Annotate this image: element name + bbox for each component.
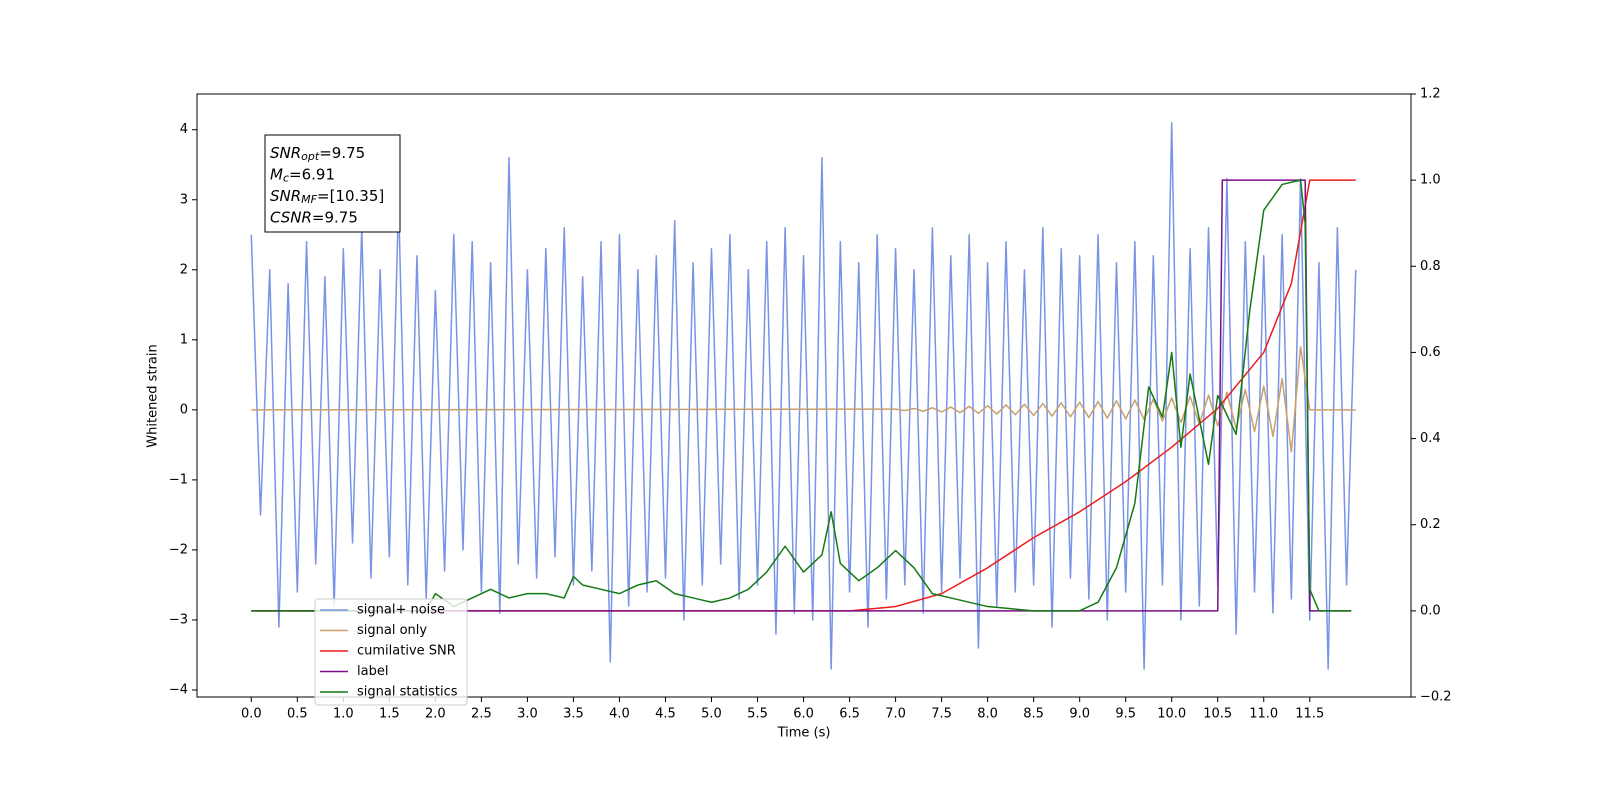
y2-tick-label: −0.2 (1420, 690, 1452, 705)
x-tick-label: 1.5 (379, 707, 400, 722)
x-tick-label: 2.0 (425, 707, 446, 722)
y2-tick-label: 0.4 (1420, 431, 1441, 446)
x-tick-label: 7.0 (885, 707, 906, 722)
series-line (251, 179, 1356, 612)
x-tick-label: 2.5 (471, 707, 492, 722)
annotation-text: =6.91 (289, 165, 335, 183)
x-tick-label: 7.5 (931, 707, 952, 722)
x-tick-label: 9.0 (1069, 707, 1090, 722)
x-tick-label: 10.5 (1203, 707, 1232, 722)
annotation-subscript: opt (301, 150, 320, 163)
y2-tick-label: 1.0 (1420, 173, 1441, 188)
legend-label: label (357, 664, 388, 679)
x-tick-label: 11.5 (1295, 707, 1324, 722)
y-tick-label: −4 (169, 682, 188, 697)
annotation-symbol: M (270, 165, 283, 183)
y-tick-label: 2 (180, 262, 188, 277)
y2-tick-label: 1.2 (1420, 87, 1441, 102)
y-tick-label: −3 (169, 612, 188, 627)
annotation-text: =9.75 (312, 208, 358, 226)
annotation-symbol: SNR (270, 144, 301, 162)
x-tick-label: 5.5 (747, 707, 768, 722)
legend-label: signal statistics (357, 685, 458, 700)
x-tick-label: 3.0 (517, 707, 538, 722)
legend: signal+ noise signal only cumilative SNR la… (314, 598, 468, 706)
legend-label: signal only (357, 623, 427, 638)
y2-tick-label: 0.2 (1420, 517, 1441, 532)
x-tick-label: 8.0 (977, 707, 998, 722)
x-tick-label: 10.0 (1157, 707, 1186, 722)
x-tick-label: 0.0 (241, 707, 262, 722)
x-tick-label: 4.5 (655, 707, 676, 722)
y2-tick-label: 0.8 (1420, 259, 1441, 274)
annotation-line: SNRMF=[10.35] (270, 187, 384, 207)
y-tick-label: 4 (180, 122, 188, 137)
x-tick-label: 6.5 (839, 707, 860, 722)
y2-tick-label: 0.6 (1420, 345, 1441, 360)
x-tick-label: 5.0 (701, 707, 722, 722)
series-line (251, 179, 1352, 612)
x-tick-label: 3.5 (563, 707, 584, 722)
annotation-text: =9.75 (319, 144, 365, 162)
y-tick-label: 3 (180, 192, 188, 207)
annotation-subscript: c (283, 172, 289, 185)
series-line (251, 346, 1356, 453)
x-tick-label: 11.0 (1249, 707, 1278, 722)
annotation-frame (264, 134, 401, 233)
series-line (250, 121, 1357, 670)
x-tick-label: 9.5 (1115, 707, 1136, 722)
legend-label: signal+ noise (357, 603, 445, 618)
annotation-subscript: MF (301, 193, 317, 206)
x-tick-label: 8.5 (1023, 707, 1044, 722)
annotation-line: SNRopt=9.75 (270, 144, 365, 164)
x-tick-label: 0.5 (287, 707, 308, 722)
annotation-line: CSNR=9.75 (270, 208, 358, 226)
y-tick-label: 1 (180, 332, 188, 347)
y-axis-label: Whitened strain (146, 344, 161, 447)
annotation-text: =[10.35] (317, 187, 384, 205)
annotation-symbol: CSNR (270, 208, 312, 226)
legend-frame (314, 598, 468, 706)
x-axis-label: Time (s) (777, 726, 831, 741)
legend-label: cumilative SNR (357, 644, 456, 659)
x-tick-label: 4.0 (609, 707, 630, 722)
x-tick-label: 6.0 (793, 707, 814, 722)
x-tick-label: 1.0 (333, 707, 354, 722)
y2-tick-label: 0.0 (1420, 603, 1441, 618)
annotation-symbol: SNR (270, 187, 301, 205)
annotation-line: Mc=6.91 (270, 165, 335, 185)
y-tick-label: −1 (169, 472, 188, 487)
y-tick-label: −2 (169, 542, 188, 557)
y-tick-label: 0 (180, 402, 188, 417)
